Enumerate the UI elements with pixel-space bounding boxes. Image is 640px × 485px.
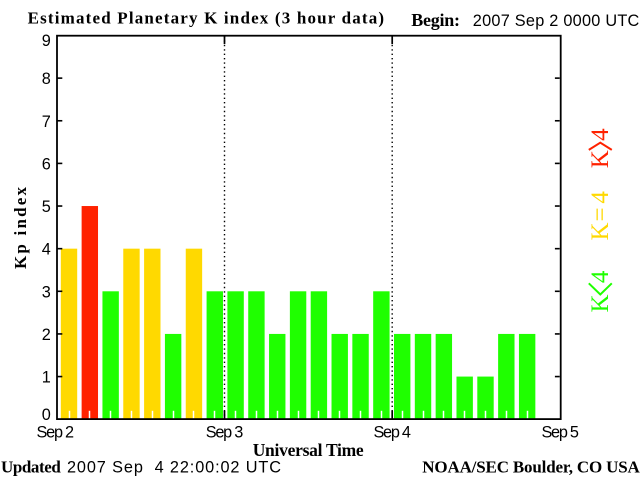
svg-text:K: K: [587, 222, 614, 240]
svg-text:Updated: Updated: [1, 458, 61, 477]
svg-text:Sep 5: Sep 5: [541, 424, 579, 442]
svg-text:Begin:: Begin:: [411, 10, 460, 30]
svg-text:7: 7: [42, 113, 51, 131]
svg-text:3: 3: [42, 283, 51, 301]
svg-text:Estimated Planetary K index (3: Estimated Planetary K index (3 hour data…: [28, 9, 385, 28]
svg-text:0: 0: [42, 406, 51, 424]
svg-text:Sep 2: Sep 2: [37, 424, 75, 442]
svg-text:2007 Sep 4 22:00:02 UTC: 2007 Sep 4 22:00:02 UTC: [67, 459, 281, 477]
svg-text:K: K: [587, 150, 614, 168]
svg-text:Universal Time: Universal Time: [253, 440, 364, 460]
svg-text:8: 8: [42, 70, 51, 88]
svg-text:5: 5: [42, 198, 51, 216]
svg-text:NOAA/SEC Boulder, CO USA: NOAA/SEC Boulder, CO USA: [422, 458, 640, 477]
svg-text:=: =: [587, 207, 614, 221]
svg-text:9: 9: [42, 32, 51, 50]
svg-text:4: 4: [42, 241, 51, 259]
svg-text:6: 6: [42, 155, 51, 173]
svg-text:2007 Sep 2 0000 UTC: 2007 Sep 2 0000 UTC: [473, 12, 640, 30]
svg-text:Sep 4: Sep 4: [373, 424, 411, 442]
svg-text:1: 1: [42, 369, 51, 387]
svg-text:2: 2: [42, 326, 51, 344]
svg-text:4: 4: [587, 191, 614, 204]
svg-text:4: 4: [587, 270, 614, 283]
svg-text:Sep 3: Sep 3: [206, 424, 244, 442]
svg-text:K: K: [587, 294, 614, 312]
svg-text:Kp index: Kp index: [11, 187, 30, 270]
svg-text:4: 4: [587, 128, 614, 141]
